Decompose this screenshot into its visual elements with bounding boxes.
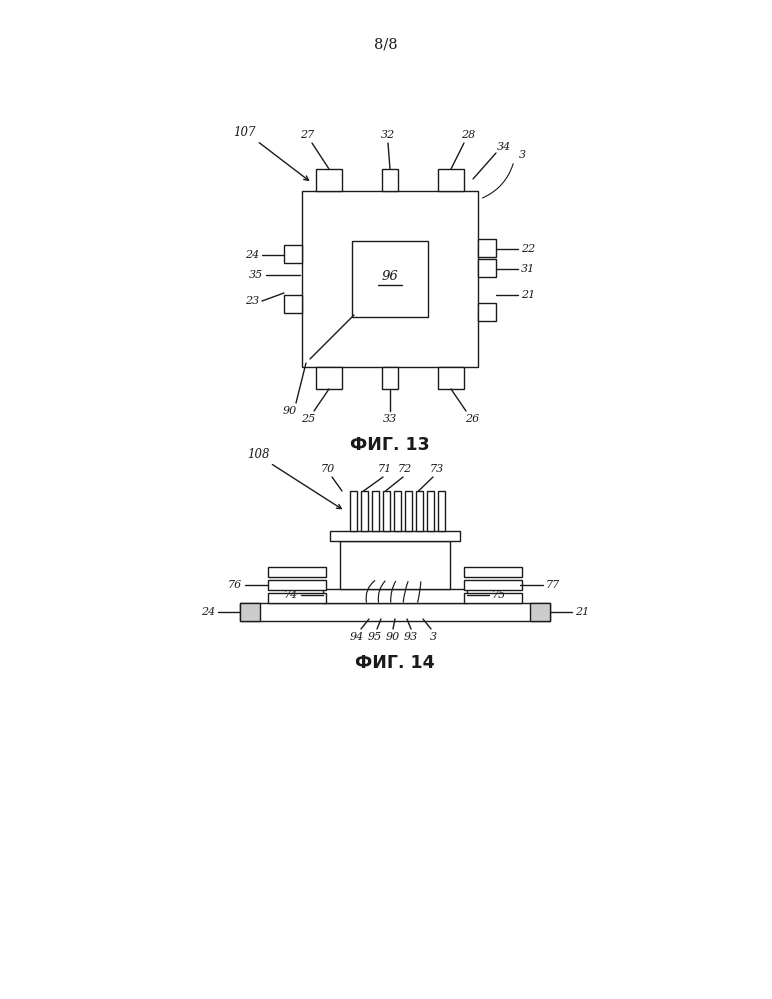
Bar — [268, 593, 326, 603]
Bar — [240, 603, 260, 621]
Text: 71: 71 — [378, 464, 392, 474]
Bar — [438, 169, 464, 191]
Bar — [371, 491, 378, 531]
Text: 33: 33 — [383, 414, 397, 424]
Text: 107: 107 — [232, 127, 256, 140]
Text: 26: 26 — [465, 414, 479, 424]
Text: ФИГ. 13: ФИГ. 13 — [350, 436, 430, 454]
Text: 24: 24 — [245, 250, 259, 260]
Text: 74: 74 — [284, 590, 298, 600]
Text: 77: 77 — [546, 580, 560, 590]
Bar — [302, 191, 478, 367]
Text: 27: 27 — [300, 130, 314, 140]
Text: 23: 23 — [245, 296, 259, 306]
Bar — [478, 303, 496, 321]
Bar — [382, 491, 390, 531]
Text: 93: 93 — [404, 632, 418, 642]
Bar — [352, 241, 428, 317]
Text: 25: 25 — [301, 414, 315, 424]
Bar — [284, 295, 302, 313]
Text: ФИГ. 14: ФИГ. 14 — [355, 654, 435, 672]
Bar — [382, 169, 398, 191]
Bar — [530, 603, 550, 621]
Bar — [350, 491, 357, 531]
Text: 96: 96 — [381, 271, 398, 284]
Text: 94: 94 — [350, 632, 364, 642]
Text: 32: 32 — [381, 130, 395, 140]
Text: 70: 70 — [321, 464, 335, 474]
Bar — [464, 567, 522, 577]
Bar — [405, 491, 411, 531]
Bar — [464, 580, 522, 590]
Bar — [438, 367, 464, 389]
Text: 75: 75 — [492, 590, 506, 600]
Bar — [426, 491, 434, 531]
Bar — [284, 245, 302, 263]
Text: 31: 31 — [521, 264, 535, 274]
Bar — [268, 567, 326, 577]
Bar — [361, 491, 367, 531]
Bar — [323, 589, 467, 603]
Text: 90: 90 — [283, 406, 297, 416]
Bar — [478, 239, 496, 257]
Text: 76: 76 — [228, 580, 242, 590]
Text: 35: 35 — [249, 270, 263, 280]
Text: 34: 34 — [497, 142, 511, 152]
Text: 28: 28 — [461, 130, 475, 140]
Text: 22: 22 — [521, 244, 535, 254]
Bar — [415, 491, 422, 531]
Text: 21: 21 — [521, 290, 535, 300]
Text: 72: 72 — [398, 464, 412, 474]
Bar — [316, 367, 342, 389]
Bar — [268, 580, 326, 590]
Text: 3: 3 — [519, 150, 526, 160]
Bar — [394, 491, 401, 531]
Bar — [464, 593, 522, 603]
Text: 3: 3 — [429, 632, 436, 642]
Bar — [340, 541, 450, 589]
Text: 108: 108 — [247, 449, 269, 462]
Text: 73: 73 — [430, 464, 444, 474]
Text: 21: 21 — [575, 607, 589, 617]
Bar — [478, 259, 496, 277]
Text: 90: 90 — [386, 632, 400, 642]
Text: 95: 95 — [368, 632, 382, 642]
Bar — [382, 367, 398, 389]
Text: 24: 24 — [201, 607, 215, 617]
Text: 8/8: 8/8 — [374, 37, 398, 51]
Bar — [330, 531, 460, 541]
Bar — [316, 169, 342, 191]
Bar — [438, 491, 445, 531]
Bar — [240, 603, 550, 621]
